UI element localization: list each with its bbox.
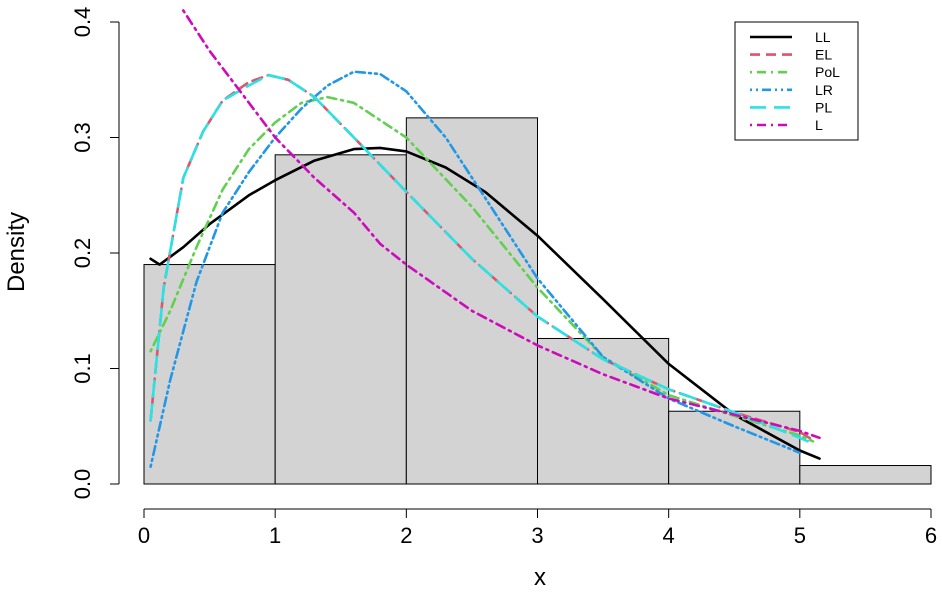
legend-label: EL bbox=[815, 47, 832, 63]
histogram-bar bbox=[799, 465, 932, 485]
x-axis-title: x bbox=[534, 564, 546, 590]
histogram-bar bbox=[537, 337, 670, 485]
x-tick-label: 3 bbox=[531, 523, 543, 548]
legend-label: PoL bbox=[815, 64, 840, 80]
curve-l bbox=[182, 9, 821, 440]
histogram-bars bbox=[143, 117, 932, 485]
x-tick-label: 2 bbox=[400, 523, 412, 548]
histogram-bar bbox=[143, 264, 276, 485]
y-tick-label: 0.0 bbox=[70, 469, 95, 500]
curve-pl bbox=[149, 73, 815, 445]
legend-label: L bbox=[815, 117, 823, 133]
histogram-bar bbox=[668, 410, 801, 485]
x-tick-label: 4 bbox=[663, 523, 675, 548]
legend-label: LL bbox=[815, 29, 831, 45]
x-tick-label: 6 bbox=[925, 523, 937, 548]
y-tick-label: 0.2 bbox=[70, 238, 95, 269]
legend-label: LR bbox=[815, 82, 833, 98]
histogram-bar bbox=[274, 154, 407, 485]
legend-label: PL bbox=[815, 99, 832, 115]
x-tick-label: 5 bbox=[794, 523, 806, 548]
y-axis-title: Density bbox=[3, 212, 30, 292]
y-tick-label: 0.1 bbox=[70, 353, 95, 384]
y-tick-label: 0.4 bbox=[70, 7, 95, 38]
y-tick-label: 0.3 bbox=[70, 122, 95, 153]
x-tick-label: 1 bbox=[269, 523, 281, 548]
x-tick-label: 0 bbox=[138, 523, 150, 548]
density-curves bbox=[149, 9, 821, 469]
axes: 0 1 2 3 4 5 6 0.0 0.1 0.2 0.3 0.4 bbox=[70, 7, 937, 548]
legend-box bbox=[734, 21, 859, 141]
curve-pol bbox=[149, 95, 815, 443]
histogram-bar bbox=[405, 117, 539, 485]
